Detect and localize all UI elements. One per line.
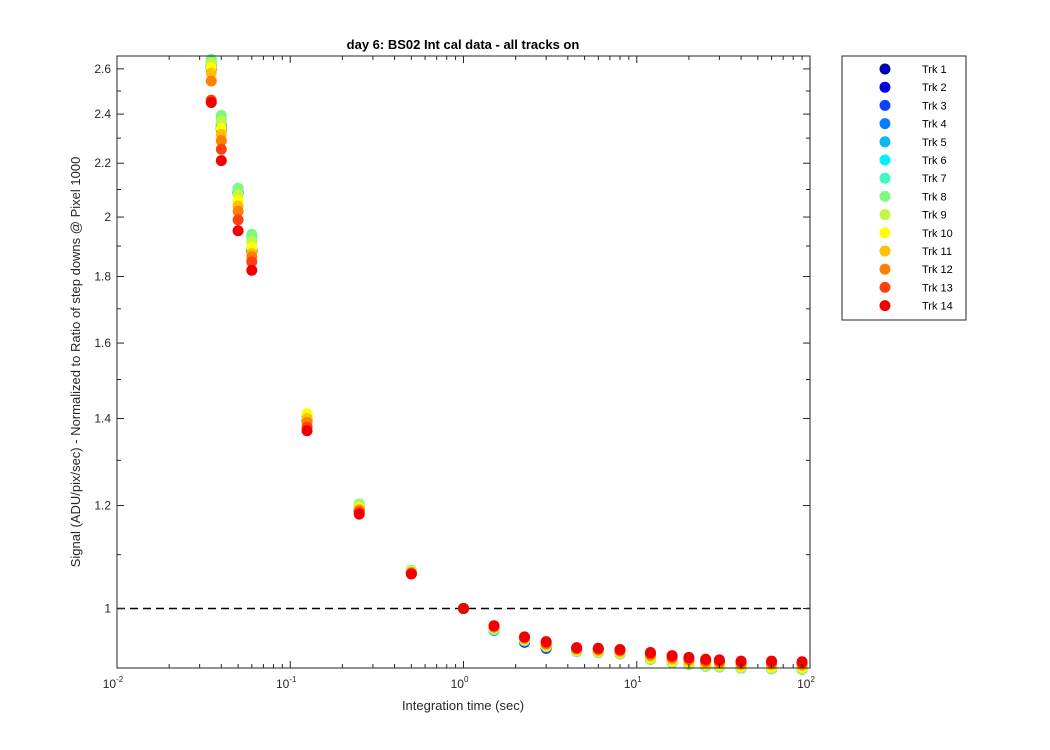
legend-marker <box>879 300 891 312</box>
data-point <box>405 568 417 580</box>
legend-label: Trk 7 <box>922 173 947 185</box>
legend-box <box>841 55 967 321</box>
data-point <box>301 425 313 437</box>
y-axis-title: Signal (ADU/pix/sec) - Normalized to Rat… <box>68 157 83 568</box>
legend-marker <box>879 263 891 275</box>
x-axis-title: Integration time (sec) <box>402 698 524 713</box>
legend-marker <box>879 81 891 93</box>
y-tick-label: 1 <box>104 601 111 615</box>
data-point <box>232 225 244 237</box>
data-point <box>700 653 712 665</box>
legend: Trk 1 Trk 2 Trk 3 Trk 4 Trk 5 Trk 6 Trk 7 Trk 8… <box>841 55 967 321</box>
data-point <box>205 67 217 79</box>
y-tick-label: 1.6 <box>94 336 111 350</box>
x-tick-label: 10-2 <box>103 675 124 691</box>
chart-title: day 6: BS02 Int cal data - all tracks on <box>347 37 580 52</box>
data-point <box>215 143 227 155</box>
y-tick-label: 1.8 <box>94 270 111 284</box>
legend-marker <box>879 172 891 184</box>
legend-label: Trk 11 <box>922 246 952 258</box>
data-point <box>592 642 604 654</box>
x-tick-label: 10-1 <box>276 675 297 691</box>
y-tick-label: 2 <box>104 210 111 224</box>
legend-marker <box>879 118 891 130</box>
legend-label: Trk 4 <box>922 119 947 131</box>
x-tick-label: 101 <box>624 675 642 691</box>
y-tick-label: 2.4 <box>94 107 111 121</box>
data-point <box>215 155 227 167</box>
data-point <box>644 647 656 659</box>
series-trk-14 <box>205 96 808 668</box>
data-point <box>246 264 258 276</box>
legend-marker <box>879 209 891 221</box>
legend-label: Trk 9 <box>922 210 947 222</box>
data-point <box>205 96 217 108</box>
data-point <box>614 643 626 655</box>
data-point <box>246 256 258 268</box>
y-tick-label: 1.2 <box>94 499 111 513</box>
x-tick-label: 100 <box>451 675 469 691</box>
data-point <box>766 655 778 667</box>
legend-label: Trk 2 <box>922 82 947 94</box>
legend-marker <box>879 63 891 75</box>
data-point <box>205 75 217 87</box>
legend-marker <box>879 245 891 257</box>
y-tick-label: 2.2 <box>94 156 111 170</box>
data-point <box>540 636 552 648</box>
y-tick-label: 1.4 <box>94 411 111 425</box>
y-tick-label: 2.6 <box>94 62 111 76</box>
data-point <box>215 135 227 147</box>
legend-label: Trk 14 <box>922 301 953 313</box>
data-point <box>735 655 747 667</box>
legend-marker <box>879 190 891 202</box>
legend-label: Trk 5 <box>922 137 947 149</box>
data-point <box>353 508 365 520</box>
data-point <box>232 214 244 226</box>
plot-area <box>117 56 810 668</box>
data-point <box>571 642 583 654</box>
data-point <box>458 603 469 614</box>
legend-label: Trk 10 <box>922 228 953 240</box>
data-point <box>683 651 695 663</box>
legend-marker <box>879 99 891 111</box>
legend-marker <box>879 136 891 148</box>
legend-label: Trk 3 <box>922 100 947 112</box>
data-point <box>232 205 244 217</box>
data-point <box>488 620 500 632</box>
data-point <box>519 631 531 643</box>
legend-marker <box>879 227 891 239</box>
legend-marker <box>879 281 891 293</box>
legend-label: Trk 12 <box>922 264 953 276</box>
x-tick-label: 102 <box>797 675 815 691</box>
legend-label: Trk 8 <box>922 191 947 203</box>
legend-label: Trk 6 <box>922 155 947 167</box>
data-point <box>666 650 678 662</box>
legend-marker <box>879 154 891 166</box>
data-point <box>796 656 808 668</box>
legend-label: Trk 13 <box>922 282 953 294</box>
data-point <box>713 654 725 666</box>
legend-label: Trk 1 <box>922 64 947 76</box>
